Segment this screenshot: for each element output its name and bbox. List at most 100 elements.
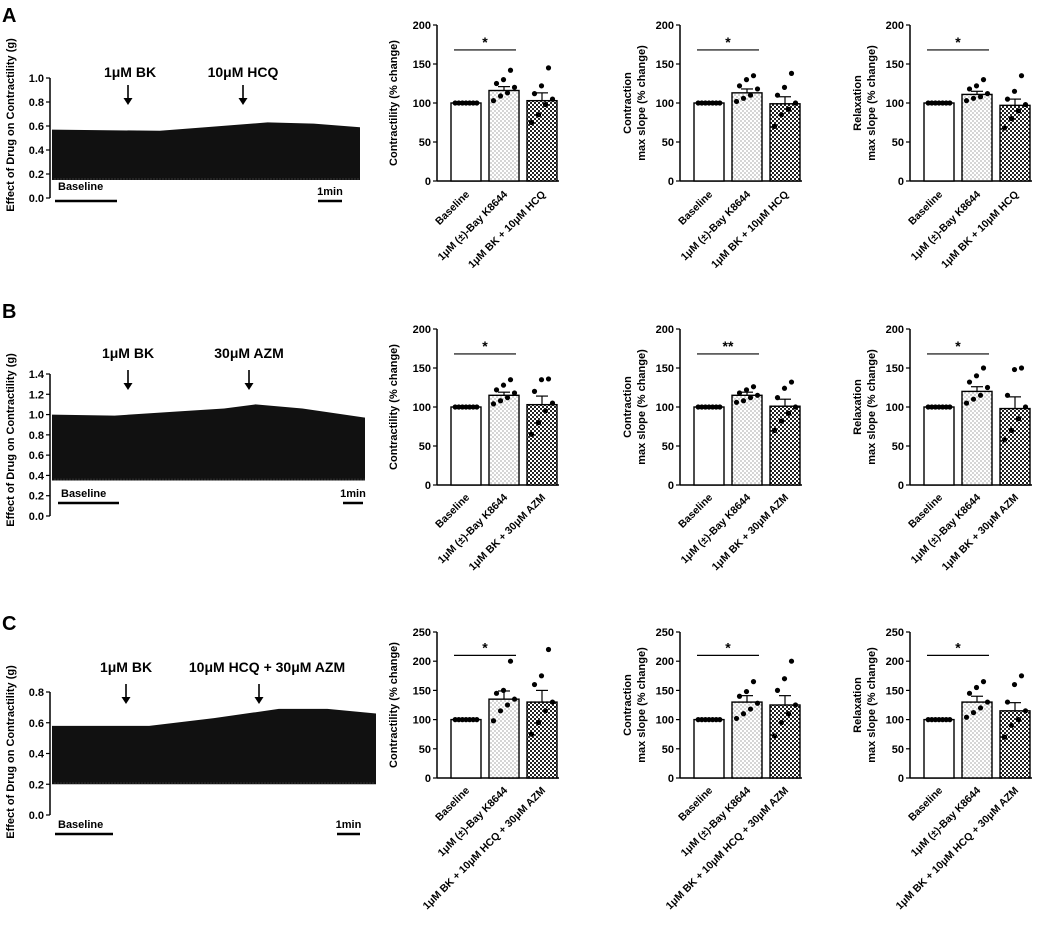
y-axis-label: Contractility (% change) xyxy=(388,40,400,166)
data-point xyxy=(744,689,749,694)
bar xyxy=(770,705,800,778)
category-label: Baseline xyxy=(676,492,715,531)
y-tick-label: 250 xyxy=(886,627,904,639)
contraction-trace xyxy=(52,404,365,480)
drug-arrow-2 xyxy=(239,85,248,105)
trace-chart: 0.0 0.2 0.4 0.6 0.8 1.0 1.2 1.4 Effect of Drug o… xyxy=(5,345,366,527)
y-axis-label: Relaxation max slope (% change) xyxy=(852,647,878,763)
y-axis-label: Relaxation max slope (% change) xyxy=(852,45,878,161)
drug-arrow-2-head xyxy=(255,697,264,704)
data-point xyxy=(536,112,541,117)
data-point xyxy=(755,701,760,706)
data-point xyxy=(529,120,534,125)
data-point xyxy=(1023,404,1028,409)
data-point xyxy=(1023,708,1028,713)
y-tick-label: 200 xyxy=(656,20,674,32)
y-tick-label: 100 xyxy=(656,715,674,727)
data-point xyxy=(536,720,541,725)
data-point xyxy=(978,94,983,99)
data-point xyxy=(964,715,969,720)
bar xyxy=(527,702,557,778)
data-point xyxy=(748,395,753,400)
y-tick-label: 100 xyxy=(886,98,904,110)
data-point xyxy=(494,387,499,392)
bar xyxy=(732,93,762,181)
y-axis-label: Contraction max slope (% change) xyxy=(622,647,648,763)
data-point xyxy=(1012,367,1017,372)
data-point xyxy=(985,91,990,96)
y-tick-label: 50 xyxy=(419,744,431,756)
y-tick-label: 0 xyxy=(668,773,674,785)
data-point xyxy=(775,93,780,98)
data-point xyxy=(536,420,541,425)
data-point xyxy=(505,702,510,707)
data-point xyxy=(474,404,479,409)
trace-y-tick-label: 0.4 xyxy=(29,145,45,157)
significance-star: * xyxy=(482,338,488,354)
data-point xyxy=(1012,89,1017,94)
data-point xyxy=(543,408,548,413)
data-point xyxy=(974,373,979,378)
bar-chart: 0 50 100 150 200 Contraction max slope (% chan… xyxy=(622,324,802,573)
y-tick-label: 100 xyxy=(656,402,674,414)
bar xyxy=(732,395,762,485)
trace-y-axis-label: Effect of Drug on Contractility (g) xyxy=(5,38,17,212)
data-point xyxy=(539,673,544,678)
data-point xyxy=(974,83,979,88)
data-point xyxy=(1005,393,1010,398)
data-point xyxy=(947,100,952,105)
data-point xyxy=(775,395,780,400)
data-point xyxy=(775,688,780,693)
contraction-trace xyxy=(52,122,360,180)
y-tick-label: 100 xyxy=(413,402,431,414)
data-point xyxy=(550,699,555,704)
bar-chart: 050100150200250Contractility (% change)B… xyxy=(388,627,559,912)
data-point xyxy=(772,124,777,129)
data-point xyxy=(546,376,551,381)
y-tick-label: 200 xyxy=(886,20,904,32)
y-tick-label: 150 xyxy=(886,59,904,71)
data-point xyxy=(737,390,742,395)
baseline-label: Baseline xyxy=(61,488,106,500)
data-point xyxy=(971,710,976,715)
data-point xyxy=(782,386,787,391)
drug-arrow-2 xyxy=(245,370,254,390)
data-point xyxy=(717,100,722,105)
data-point xyxy=(744,387,749,392)
trace-y-axis-label: Effect of Drug on Contractility (g) xyxy=(5,665,17,839)
data-point xyxy=(793,404,798,409)
trace-y-tick-label: 0.2 xyxy=(29,779,44,791)
drug-label-2: 10μM HCQ xyxy=(208,64,279,80)
y-tick-label: 100 xyxy=(413,715,431,727)
data-point xyxy=(789,659,794,664)
y-axis-label: Contraction max slope (% change) xyxy=(622,349,648,465)
category-label: Baseline xyxy=(906,492,945,531)
bar xyxy=(732,702,762,778)
bar xyxy=(924,103,954,181)
trace-y-axis-label: Effect of Drug on Contractility (g) xyxy=(5,353,17,527)
bar-chart: 050100150200Contractility (% change)Base… xyxy=(388,324,559,573)
data-point xyxy=(751,73,756,78)
panel-letter: B xyxy=(2,301,16,323)
drug-label-1: 1μM BK xyxy=(100,659,152,675)
trace-chart: 0.00.20.40.60.8Effect of Drug on Contrac… xyxy=(5,659,376,839)
data-point xyxy=(1005,97,1010,102)
data-point xyxy=(546,647,551,652)
bar xyxy=(770,104,800,181)
time-scale-label: 1min xyxy=(340,488,366,500)
y-tick-label: 0 xyxy=(898,176,904,188)
data-point xyxy=(1002,437,1007,442)
trace-y-tick-label: 0.8 xyxy=(29,97,44,109)
category-label: Baseline xyxy=(676,785,715,824)
data-point xyxy=(474,100,479,105)
y-tick-label: 0 xyxy=(668,176,674,188)
panel-c: C0.00.20.40.60.8Effect of Drug on Contra… xyxy=(2,613,376,839)
trace-y-tick-label: 0.0 xyxy=(29,511,44,523)
bar xyxy=(451,407,481,485)
data-point xyxy=(543,708,548,713)
data-point xyxy=(1002,735,1007,740)
bar xyxy=(924,720,954,778)
drug-arrow-1 xyxy=(124,370,133,390)
data-point xyxy=(971,397,976,402)
